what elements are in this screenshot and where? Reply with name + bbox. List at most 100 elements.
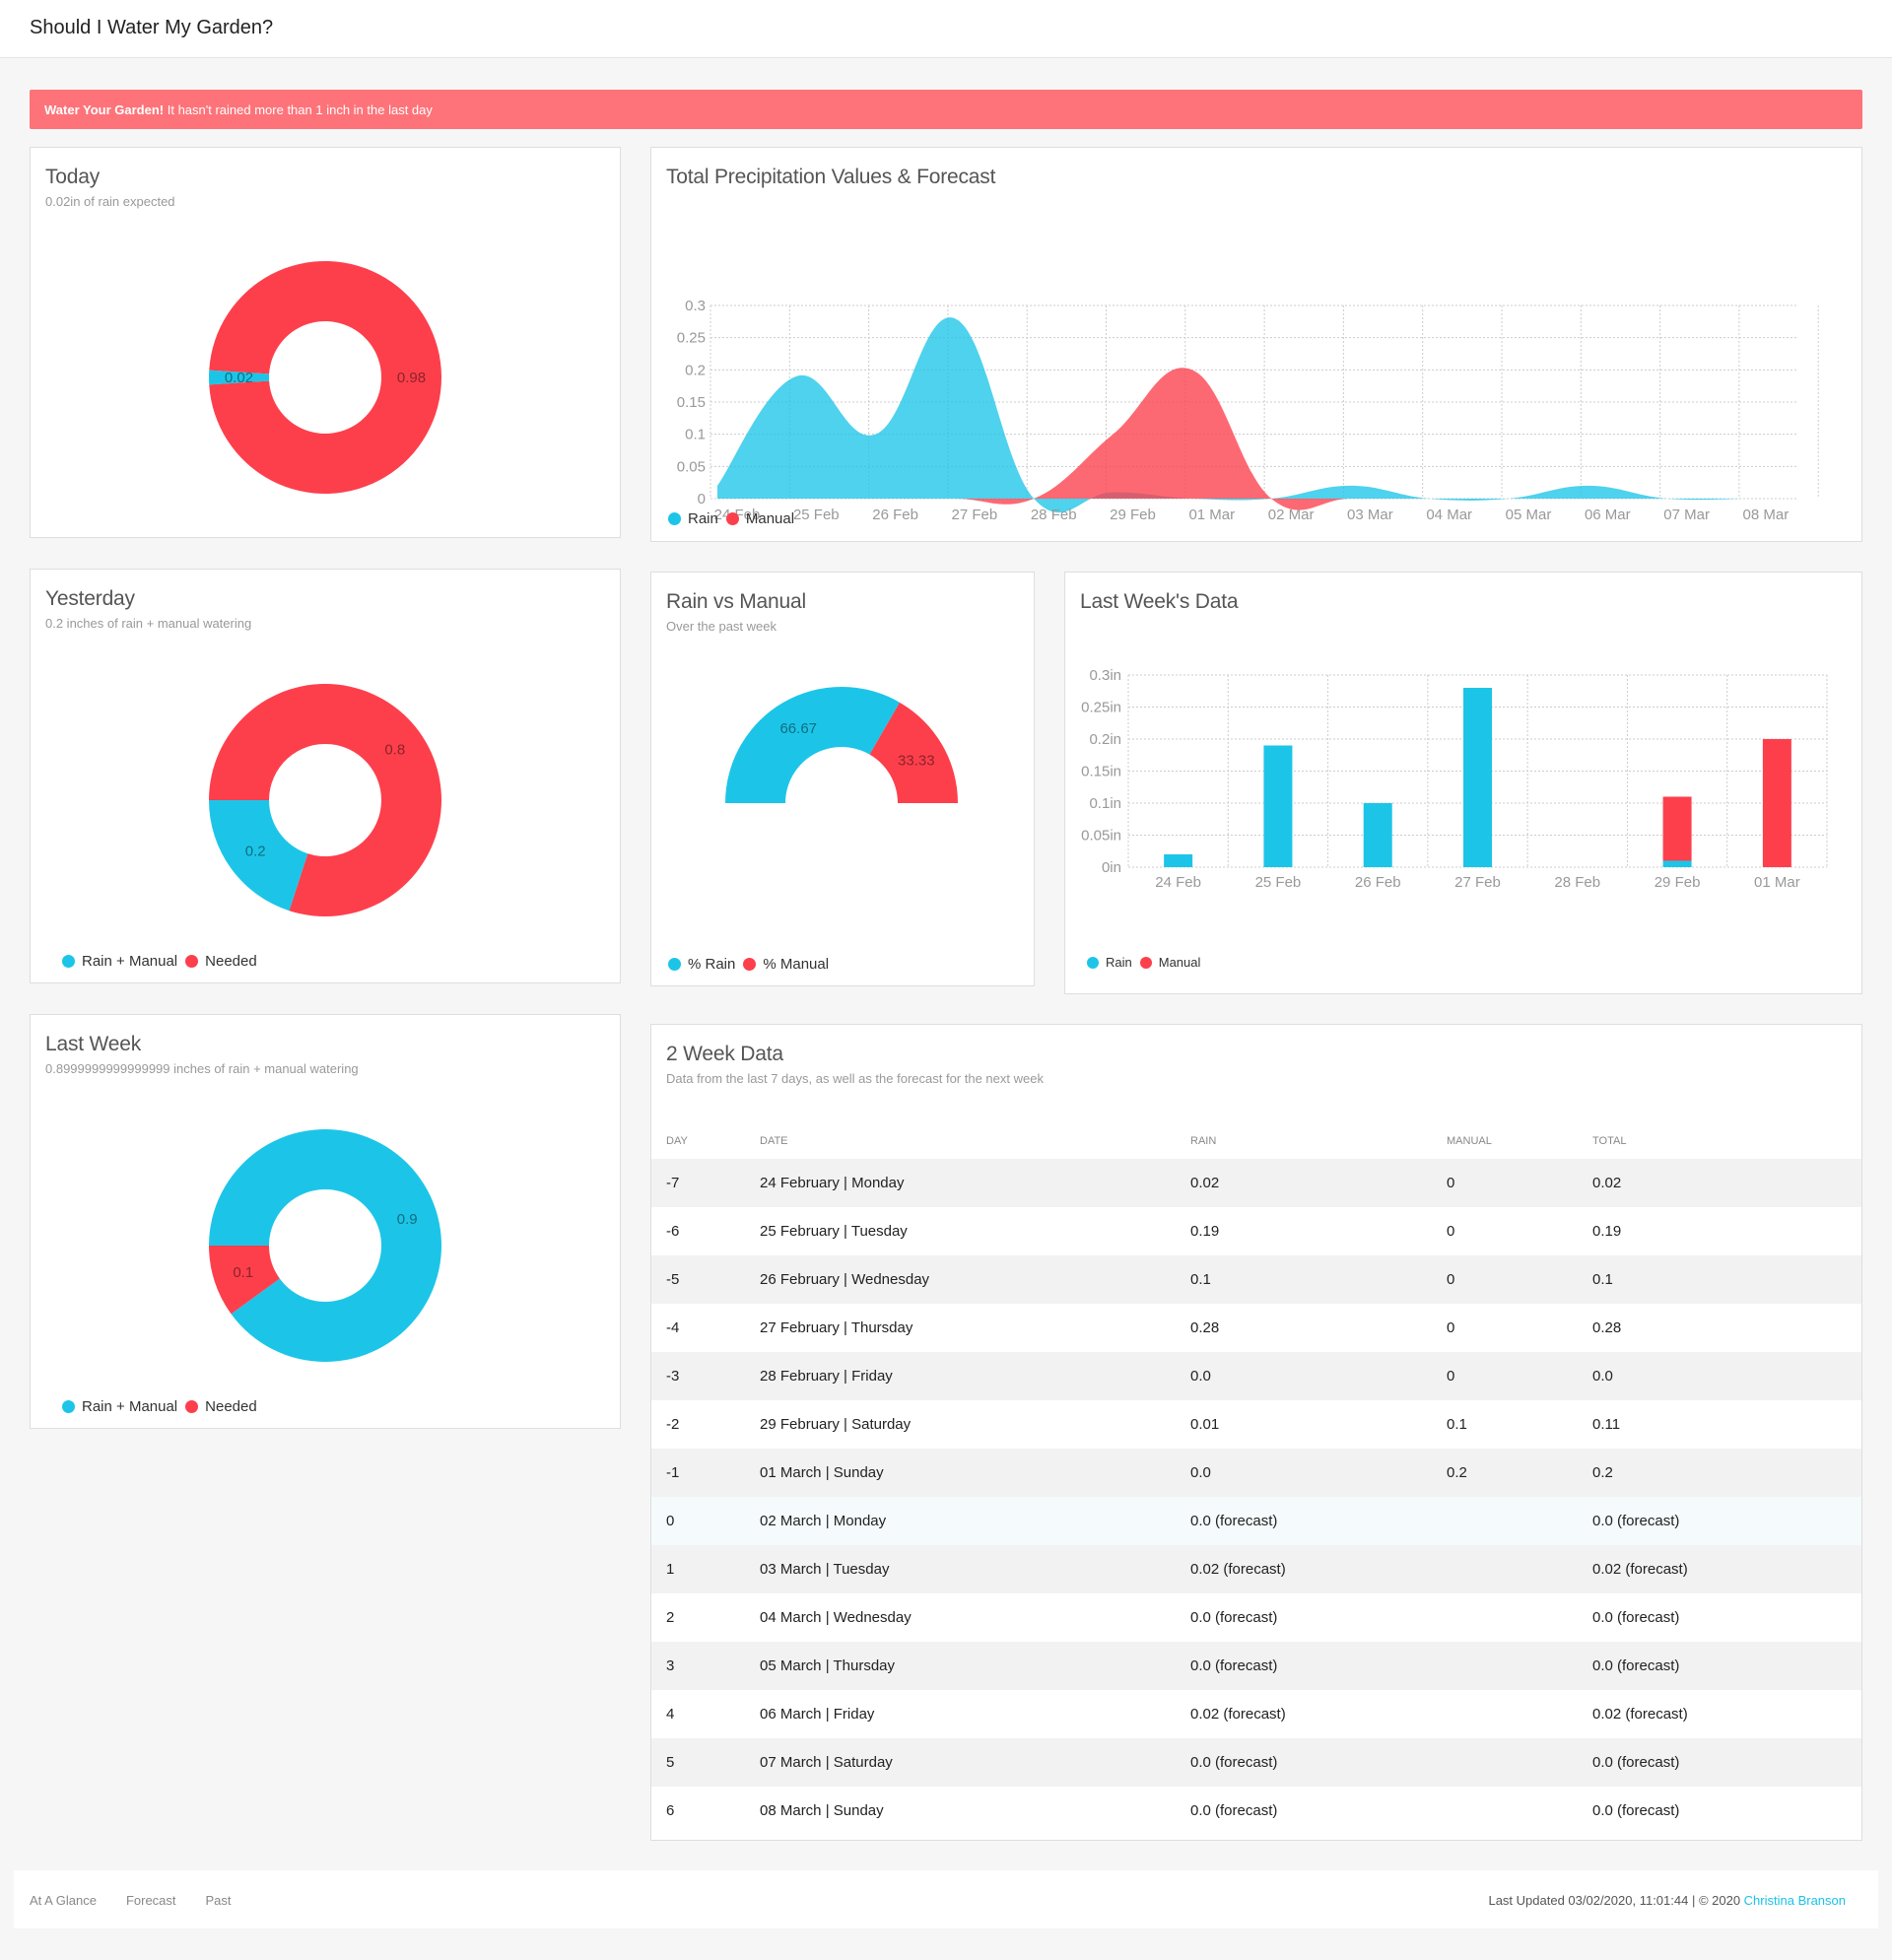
last-week-data-card: Last Week's Data 0in 0.05in 0.1in 0.15in 0.2… (1064, 572, 1862, 994)
table-row: 1 03 March | Tuesday 0.02 (forecast) 0.02 (… (651, 1545, 1861, 1593)
cell-total: 0.2 (1592, 1449, 1861, 1497)
author-link[interactable]: Christina Branson (1743, 1893, 1846, 1908)
cell-date: 26 February | Wednesday (760, 1255, 1190, 1304)
manual-area[interactable] (717, 368, 1746, 510)
cell-day: -1 (651, 1449, 760, 1497)
gauge-slice-rain[interactable] (725, 687, 901, 803)
precipitation-card: Total Precipitation Values & Forecast 0 0… (650, 147, 1862, 542)
cell-total: 0.0 (forecast) (1592, 1609, 1680, 1626)
yesterday-data-label: 0.2 (245, 843, 266, 859)
x-tick-label: 28 Feb (1031, 507, 1077, 523)
last-week-data-legend: Rain Manual (1087, 955, 1208, 970)
cell-manual: 0.2 (1447, 1449, 1592, 1497)
precipitation-area-chart: 00.050.10.150.20.250.324 Feb 25 Feb 26 Feb… (677, 298, 1819, 523)
table-row: 0 02 March | Monday 0.0 (forecast) 0.0 (for… (651, 1497, 1861, 1545)
cell-manual: 0 (1447, 1223, 1455, 1240)
y-tick-label: 0.05 (677, 458, 706, 475)
two-week-subtitle: Data from the last 7 days, as well as th… (666, 1071, 1044, 1086)
bar-manual[interactable] (1762, 739, 1791, 867)
x-tick-label: 25 Feb (793, 507, 840, 523)
column-header-manual[interactable]: MANUAL (1447, 1135, 1492, 1147)
yesterday-slice-needed[interactable] (209, 684, 441, 916)
footer-link-past[interactable]: Past (205, 1893, 232, 1908)
cell-rain: 0.19 (1190, 1223, 1220, 1240)
footer: At A Glance Forecast Past Last Updated 0… (14, 1870, 1878, 1928)
y-tick-label: 0.25in (1081, 700, 1121, 716)
cell-manual (1447, 1738, 1592, 1787)
today-slice-needed[interactable] (209, 261, 441, 494)
bar-rain[interactable] (1463, 688, 1492, 867)
y-tick-label: 0 (698, 491, 706, 507)
today-slice-rain[interactable] (208, 370, 270, 385)
last-week-subtitle: 0.8999999999999999 inches of rain + manu… (45, 1061, 359, 1076)
legend-item-pct-rain[interactable]: % Rain (668, 956, 735, 973)
today-donut-chart: 0.02 0.98 (208, 261, 441, 494)
bar-rain[interactable] (1263, 745, 1293, 868)
cell-date: 06 March | Friday (760, 1706, 875, 1723)
legend-item-needed[interactable]: Needed (185, 1398, 257, 1415)
last-updated-text: Last Updated 03/02/2020, 11:01:44 | © 20… (1488, 1893, 1744, 1908)
yesterday-slice-rain[interactable] (209, 800, 308, 912)
table-row: 2 04 March | Wednesday 0.0 (forecast) 0.0 (… (651, 1593, 1861, 1642)
legend-item-manual[interactable]: Manual (1139, 955, 1201, 970)
column-header-day[interactable]: DAY (666, 1135, 688, 1147)
two-week-table: DAY DATE RAIN MANUAL TOTAL -7 24 February… (651, 1123, 1861, 1835)
table-row: 4 06 March | Friday 0.02 (forecast) 0.02 (f… (651, 1690, 1861, 1738)
cell-day: -6 (666, 1223, 680, 1240)
table-row: 5 07 March | Saturday 0.0 (forecast) 0.0 (f… (651, 1738, 1861, 1787)
today-title: Today (45, 166, 101, 188)
cell-manual: 0 (1447, 1352, 1592, 1400)
cell-rain: 0.28 (1190, 1319, 1220, 1336)
cell-rain: 0.1 (1190, 1255, 1447, 1304)
column-header-date[interactable]: DATE (760, 1135, 788, 1147)
cell-total: 0.11 (1592, 1416, 1621, 1433)
rain-dot-icon (62, 955, 75, 968)
last-week-donut-chart: 0.9 0.1 (209, 1129, 442, 1362)
cell-manual (1447, 1787, 1592, 1835)
cell-total: 0.0 (forecast) (1592, 1497, 1861, 1545)
gauge-data-label: 66.67 (779, 720, 817, 737)
table-row: -7 24 February | Monday 0.02 0 0.02 (651, 1159, 1861, 1207)
bar-rain[interactable] (1164, 854, 1193, 867)
rain-vs-manual-subtitle: Over the past week (666, 619, 777, 634)
cell-manual: 0 (1447, 1319, 1455, 1336)
footer-link-at-a-glance[interactable]: At A Glance (30, 1893, 97, 1908)
cell-day: 6 (666, 1802, 675, 1819)
x-tick-label: 26 Feb (872, 507, 918, 523)
bar-manual[interactable] (1662, 796, 1692, 861)
column-header-rain[interactable]: RAIN (1190, 1135, 1217, 1147)
table-row: -1 01 March | Sunday 0.0 0.2 0.2 (651, 1449, 1861, 1497)
legend-label: % Rain (688, 956, 736, 973)
x-tick-label: 01 Mar (1754, 874, 1800, 891)
legend-label: % Manual (763, 956, 830, 973)
legend-item-rain[interactable]: Rain (1087, 955, 1132, 970)
last-week-slice-rain[interactable] (209, 1129, 442, 1362)
column-header-total[interactable]: TOTAL (1592, 1135, 1627, 1147)
needed-dot-icon (185, 955, 199, 968)
legend-item-rain[interactable]: Rain (668, 510, 718, 527)
bar-rain[interactable] (1363, 803, 1392, 867)
legend-item-manual[interactable]: Manual (725, 510, 794, 527)
precipitation-legend: Rain Manual (668, 510, 802, 527)
cell-total: 0.02 (forecast) (1592, 1545, 1861, 1593)
cell-total: 0.0 (forecast) (1592, 1802, 1680, 1819)
last-week-slice-needed[interactable] (209, 1246, 280, 1315)
bar-rain[interactable] (1662, 860, 1692, 868)
legend-item-pct-manual[interactable]: % Manual (743, 956, 829, 973)
legend-label: Rain (1106, 955, 1132, 970)
legend-item-rain-manual[interactable]: Rain + Manual (62, 1398, 177, 1415)
last-week-data-label: 0.1 (233, 1264, 253, 1281)
cell-date: 03 March | Tuesday (760, 1545, 1190, 1593)
rain-dot-icon (62, 1400, 75, 1413)
legend-label: Manual (1158, 955, 1201, 970)
cell-rain: 0.02 (1190, 1159, 1447, 1207)
legend-item-needed[interactable]: Needed (185, 953, 257, 970)
legend-item-rain-manual[interactable]: Rain + Manual (62, 953, 177, 970)
x-tick-label: 08 Mar (1743, 507, 1790, 523)
gauge-slice-manual[interactable] (869, 702, 958, 803)
yesterday-legend: Rain + Manual Needed (62, 953, 265, 970)
cell-date: 24 February | Monday (760, 1159, 1190, 1207)
footer-link-forecast[interactable]: Forecast (125, 1893, 176, 1908)
rain-area[interactable] (717, 317, 1746, 513)
cell-manual (1447, 1593, 1592, 1642)
